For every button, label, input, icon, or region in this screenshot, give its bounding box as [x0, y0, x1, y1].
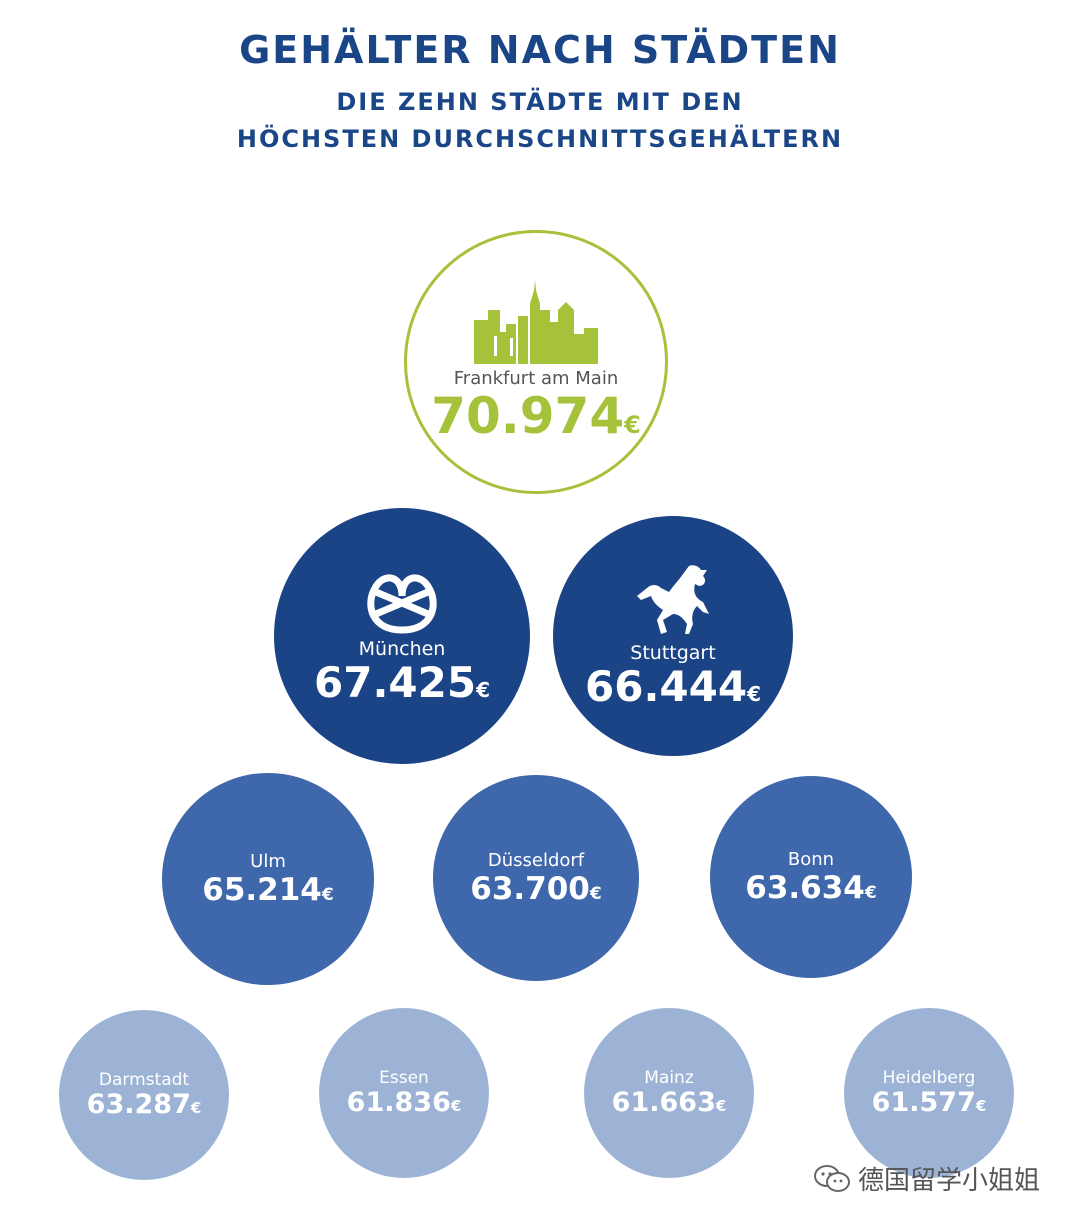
page-title: GEHÄLTER NACH STÄDTEN [239, 28, 841, 72]
city-circle-essen: Essen 61.836€ [319, 1008, 489, 1178]
city-circle-duesseldorf: Düsseldorf 63.700€ [433, 775, 639, 981]
salary-value: 63.287€ [86, 1089, 202, 1121]
city-circle-frankfurt: Frankfurt am Main 70.974€ [404, 230, 668, 494]
city-name: Stuttgart [630, 641, 716, 664]
city-circle-ulm: Ulm 65.214€ [162, 773, 374, 985]
city-name: Bonn [787, 849, 835, 871]
subtitle-line-2: HÖCHSTEN DURCHSCHNITTSGEHÄLTERN [236, 125, 844, 153]
chat-bubble-icon [814, 1164, 850, 1192]
pretzel-icon [367, 574, 437, 634]
city-name: Ulm [250, 851, 286, 873]
city-name: Essen [379, 1067, 429, 1088]
city-name: München [358, 637, 446, 660]
city-circle-darmstadt: Darmstadt 63.287€ [59, 1010, 229, 1180]
salary-value: 61.836€ [346, 1087, 462, 1119]
city-name: Mainz [644, 1067, 694, 1088]
city-name: Heidelberg [882, 1067, 976, 1088]
city-name: Darmstadt [98, 1069, 190, 1090]
watermark: 德国留学小姐姐 [812, 1160, 1040, 1197]
city-circle-stuttgart: Stuttgart 66.444€ [553, 516, 793, 756]
salary-value: 65.214€ [202, 871, 334, 908]
salary-value: 63.634€ [745, 869, 877, 906]
skyline-icon [474, 279, 598, 364]
watermark-text: 德国留学小姐姐 [858, 1166, 1041, 1196]
salary-value: 61.577€ [871, 1087, 987, 1119]
subtitle-line-1: DIE ZEHN STÄDTE MIT DEN [336, 88, 744, 116]
horse-icon [637, 564, 709, 634]
city-circle-bonn: Bonn 63.634€ [710, 776, 912, 978]
city-name: Düsseldorf [487, 850, 585, 872]
salary-value: 61.663€ [611, 1087, 727, 1119]
salary-value: 67.425€ [314, 658, 490, 708]
salary-value: 63.700€ [470, 870, 602, 907]
salary-value: 70.974€ [431, 387, 641, 446]
city-circle-heidelberg: Heidelberg 61.577€ [844, 1008, 1014, 1178]
city-circle-muenchen: München 67.425€ [274, 508, 530, 764]
salary-value: 66.444€ [585, 662, 761, 712]
city-circle-mainz: Mainz 61.663€ [584, 1008, 754, 1178]
city-name: Frankfurt am Main [453, 367, 619, 389]
